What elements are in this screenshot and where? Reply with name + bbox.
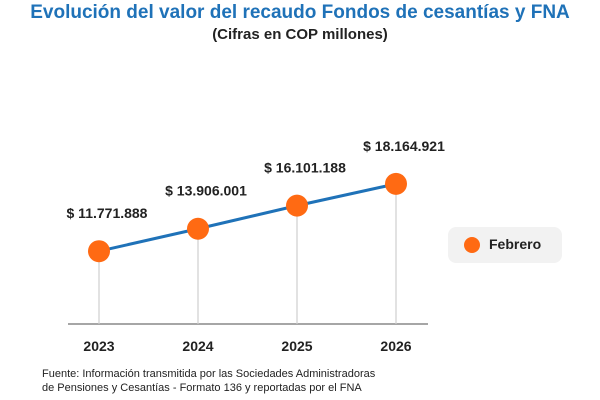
data-point xyxy=(187,217,209,240)
data-point xyxy=(385,172,407,195)
source-line-1: Fuente: Información transmitida por las … xyxy=(42,368,376,380)
data-label: $ 11.771.888 xyxy=(67,205,148,221)
chart-subtitle: (Cifras en COP millones) xyxy=(212,26,388,43)
source-note: Fuente: Información transmitida por las … xyxy=(42,367,375,395)
series-line xyxy=(98,182,397,253)
source-line-2: de Pensiones y Cesantías - Formato 136 y… xyxy=(42,382,362,394)
data-label: $ 18.164.921 xyxy=(363,138,445,154)
x-tick-label: 2023 xyxy=(83,338,114,354)
x-tick-label: 2025 xyxy=(281,338,312,354)
data-point xyxy=(88,240,110,263)
legend: Febrero xyxy=(448,227,562,263)
legend-marker-icon xyxy=(464,237,480,253)
legend-label: Febrero xyxy=(489,236,542,252)
data-label: $ 13.906.001 xyxy=(165,183,247,199)
data-label: $ 16.101.188 xyxy=(264,160,346,176)
chart-title: Evolución del valor del recaudo Fondos d… xyxy=(30,2,570,23)
x-tick-label: 2024 xyxy=(182,338,213,354)
x-tick-label: 2026 xyxy=(380,338,411,354)
data-point xyxy=(286,194,308,217)
